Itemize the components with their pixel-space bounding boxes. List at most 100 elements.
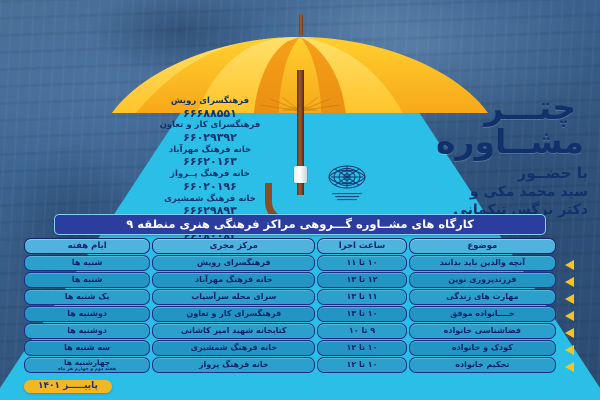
table-row[interactable]: فرزندپروری نوین ۱۲ تا ۱۳ خانه فرهنگ مهرآ… [24, 272, 576, 288]
with-presence-label: با حضــور [517, 164, 588, 183]
column-header-time-label: ساعت اجرا [317, 238, 407, 254]
column-header-day: ایام هفته [24, 238, 151, 254]
center-value: سرای محله سرآسیاب [152, 289, 316, 305]
cell-time[interactable]: ۱۱ تا ۱۳ [317, 289, 407, 305]
header-spacer [558, 238, 576, 254]
contact-phone-number: ۶۶۶۲۹۸۹۳ [183, 204, 237, 218]
arrow-right-icon [565, 259, 574, 270]
row-marker [558, 289, 576, 305]
guest-speaker-1: سید محمد مکی و [469, 184, 588, 201]
cell-day[interactable]: دوشنبه ها [24, 306, 151, 322]
table-row[interactable]: آنچه والدین باید بدانند ۱۰ تا ۱۱ فرهنگسر… [24, 255, 576, 271]
title-line-chatr: چتـــر [484, 88, 576, 127]
cell-topic[interactable]: فرزندپروری نوین [408, 272, 556, 288]
cell-center[interactable]: خانه فرهنگ مهرآباد [152, 272, 316, 288]
time-value: ۱۰ تا ۱۲ [317, 357, 407, 373]
cell-time[interactable]: ۱۰ تا ۱۳ [317, 306, 407, 322]
cell-time[interactable]: ۱۰ تا ۱۲ [317, 357, 407, 373]
cell-center[interactable]: خانه فرهنگ پرواز [152, 357, 316, 373]
cell-center[interactable]: فرهنگسرای رویش [152, 255, 316, 271]
time-value: ۱۱ تا ۱۳ [317, 289, 407, 305]
cell-topic[interactable]: مهارت های زندگی [408, 289, 556, 305]
day-value: سه شنبه ها [24, 340, 151, 356]
cell-time[interactable]: ۱۰ تا ۱۱ [317, 255, 407, 271]
cell-day[interactable]: چهارشنبه ها هفته دوم و چهارم هر ماه [24, 357, 151, 373]
center-value: کتابخانه شهید امیر کاشانی [152, 323, 316, 339]
row-marker [558, 340, 576, 356]
contact-item: خانه فرهنگ شمشیری ۶۶۶۲۹۸۹۳ [120, 194, 300, 218]
day-value: شنبه ها [24, 255, 151, 271]
column-header-topic: موضوع [408, 238, 556, 254]
topic-value: خــــانواده موفق [408, 306, 556, 322]
season-badge: پاییـــــز ۱۴۰۱ [24, 380, 112, 393]
schedule-table: موضوع ساعت اجرا مرکز مجری ایام هفته آنچه… [22, 237, 578, 374]
cell-time[interactable]: ۱۰ تا ۱۲ [317, 340, 407, 356]
center-value: فرهنگسرای رویش [152, 255, 316, 271]
cell-center[interactable]: سرای محله سرآسیاب [152, 289, 316, 305]
time-value: ۱۰ تا ۱۲ [317, 340, 407, 356]
topic-value: تحکیم خانواده [408, 357, 556, 373]
cell-day[interactable]: سه شنبه ها [24, 340, 151, 356]
table-row[interactable]: کودک و خانواده ۱۰ تا ۱۲ خانه فرهنگ شمشیر… [24, 340, 576, 356]
contact-center-name: فرهنگسرای کار و تعاون [159, 120, 261, 131]
arrow-right-icon [565, 293, 574, 304]
cell-topic[interactable]: فضاشناسی خانواده [408, 323, 556, 339]
topic-value: فرزندپروری نوین [408, 272, 556, 288]
table-body: آنچه والدین باید بدانند ۱۰ تا ۱۱ فرهنگسر… [24, 255, 576, 373]
time-value: ۹ تا ۱۰ [317, 323, 407, 339]
umbrella-tip [299, 14, 303, 36]
schedule-section: کارگاه های مشــاوره گـــروهی مراکز فرهنگ… [22, 214, 578, 374]
cell-time[interactable]: ۹ تا ۱۰ [317, 323, 407, 339]
center-value: خانه فرهنگ مهرآباد [152, 272, 316, 288]
center-value: خانه فرهنگ شمشیری [152, 340, 316, 356]
row-marker [558, 323, 576, 339]
row-marker [558, 272, 576, 288]
arrow-right-icon [565, 276, 574, 287]
arrow-right-icon [565, 327, 574, 338]
topic-value: کودک و خانواده [408, 340, 556, 356]
topic-value: آنچه والدین باید بدانند [408, 255, 556, 271]
cell-topic[interactable]: آنچه والدین باید بدانند [408, 255, 556, 271]
table-row[interactable]: فضاشناسی خانواده ۹ تا ۱۰ کتابخانه شهید ا… [24, 323, 576, 339]
organization-logo-icon [326, 162, 368, 206]
table-row[interactable]: تحکیم خانواده ۱۰ تا ۱۲ خانه فرهنگ پرواز … [24, 357, 576, 373]
contact-phone-number: ۶۶۰۲۰۱۹۶ [183, 179, 237, 193]
cell-day[interactable]: دوشنبه ها [24, 323, 151, 339]
table-row[interactable]: مهارت های زندگی ۱۱ تا ۱۳ سرای محله سرآسی… [24, 289, 576, 305]
column-header-topic-label: موضوع [408, 238, 556, 254]
contact-phone-number: ۶۶۶۸۸۵۵۱ [183, 106, 237, 120]
contact-center-name: فرهنگسرای رویش [170, 96, 250, 106]
topic-value: مهارت های زندگی [408, 289, 556, 305]
contact-item: فرهنگسرای کار و تعاون ۶۶۰۲۹۳۹۲ [120, 120, 300, 144]
table-row[interactable]: خــــانواده موفق ۱۰ تا ۱۳ فرهنگسرای کار … [24, 306, 576, 322]
arrow-right-icon [565, 361, 574, 372]
cell-center[interactable]: خانه فرهنگ شمشیری [152, 340, 316, 356]
cell-day[interactable]: شنبه ها [24, 255, 151, 271]
contact-phone-number: ۶۶۶۲۰۱۶۳ [183, 155, 237, 169]
cell-center[interactable]: کتابخانه شهید امیر کاشانی [152, 323, 316, 339]
day-value-note: هفته دوم و چهارم هر ماه [58, 367, 117, 373]
column-header-time: ساعت اجرا [317, 238, 407, 254]
contact-item: فرهنگسرای رویش ۶۶۶۸۸۵۵۱ [120, 96, 300, 120]
cell-time[interactable]: ۱۲ تا ۱۳ [317, 272, 407, 288]
day-value: دوشنبه ها [24, 323, 151, 339]
center-value: فرهنگسرای کار و تعاون [152, 306, 316, 322]
cell-topic[interactable]: خــــانواده موفق [408, 306, 556, 322]
umbrella-pole [297, 70, 304, 195]
cell-center[interactable]: فرهنگسرای کار و تعاون [152, 306, 316, 322]
cell-topic[interactable]: کودک و خانواده [408, 340, 556, 356]
umbrella-illustration [112, 14, 488, 224]
cell-topic[interactable]: تحکیم خانواده [408, 357, 556, 373]
day-value-wrapper: چهارشنبه ها هفته دوم و چهارم هر ماه [24, 357, 151, 373]
title-block: چتـــر مشــاوره با حضــور سید محمد مکی و… [328, 88, 588, 219]
cell-day[interactable]: یک شنبه ها [24, 289, 151, 305]
title-line-moshavereh: مشــاوره [436, 122, 584, 162]
umbrella-grip-band [294, 166, 307, 183]
column-header-center-label: مرکز مجری [152, 238, 316, 254]
cell-day[interactable]: شنبه ها [24, 272, 151, 288]
time-value: ۱۰ تا ۱۳ [317, 306, 407, 322]
day-value: شنبه ها [24, 272, 151, 288]
center-value: خانه فرهنگ پرواز [152, 357, 316, 373]
column-header-day-label: ایام هفته [24, 238, 151, 254]
